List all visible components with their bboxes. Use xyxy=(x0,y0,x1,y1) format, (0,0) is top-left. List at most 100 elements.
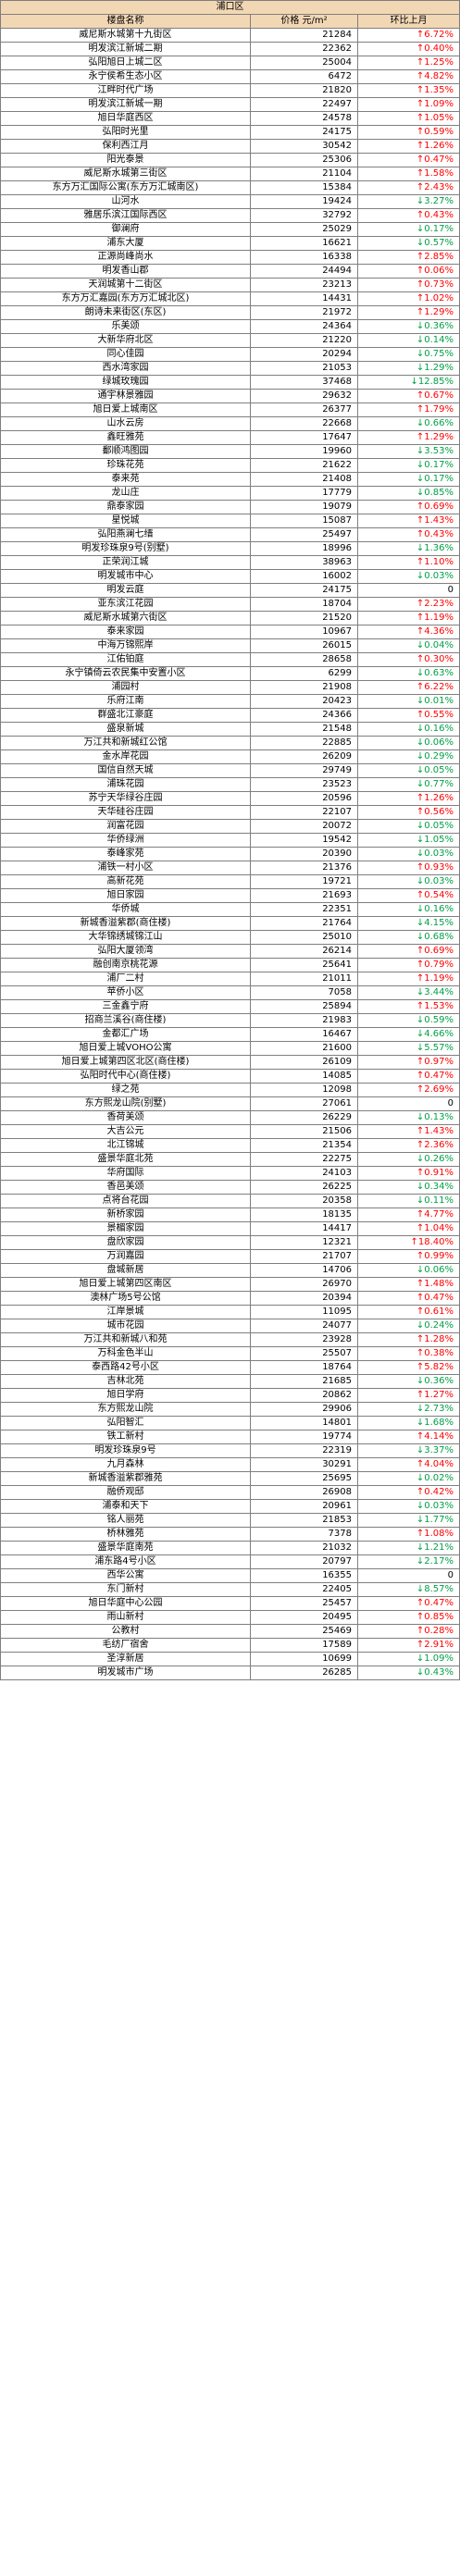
property-name-cell: 旭日华庭中心公园 xyxy=(0,1596,251,1611)
change-cell: ↓0.66% xyxy=(356,416,460,431)
change-cell: ↑0.54% xyxy=(356,888,460,903)
change-cell: ↑2.43% xyxy=(356,180,460,195)
header-price: 价格 元/m² xyxy=(250,14,358,29)
change-cell: ↓0.57% xyxy=(356,236,460,251)
change-cell: ↑1.29% xyxy=(356,430,460,445)
change-cell: ↓0.59% xyxy=(356,1013,460,1028)
price-cell: 21354 xyxy=(250,1138,358,1153)
change-cell: ↑0.43% xyxy=(356,527,460,542)
change-cell: ↓0.24% xyxy=(356,1319,460,1333)
property-name-cell: 乐美颂 xyxy=(0,319,251,334)
price-cell: 14431 xyxy=(250,291,358,306)
change-cell: ↓1.29% xyxy=(356,361,460,376)
change-cell: ↑1.10% xyxy=(356,555,460,570)
change-cell: ↑4.14% xyxy=(356,1430,460,1444)
change-cell: ↑0.69% xyxy=(356,944,460,959)
property-name-cell: 万润嘉园 xyxy=(0,1249,251,1264)
change-cell: ↑0.30% xyxy=(356,652,460,667)
table-row: 华侨城 22351 ↓0.16% xyxy=(0,902,460,917)
property-name-cell: 绿之苑 xyxy=(0,1083,251,1097)
property-name-cell: 国信自然天城 xyxy=(0,763,251,778)
change-cell: 0 xyxy=(356,1568,460,1583)
property-name-cell: 高新花苑 xyxy=(0,874,251,889)
change-cell: ↑0.06% xyxy=(356,264,460,279)
property-name-cell: 东门新村 xyxy=(0,1582,251,1597)
price-cell: 25029 xyxy=(250,222,358,237)
property-name-cell: 明发城市中心 xyxy=(0,569,251,584)
price-cell: 25695 xyxy=(250,1471,358,1486)
table-row: 金水岸花园 26209 ↓0.29% xyxy=(0,749,460,764)
change-cell: ↓0.03% xyxy=(356,847,460,861)
property-name-cell: 正荣润江城 xyxy=(0,555,251,570)
property-name-cell: 华侨城 xyxy=(0,902,251,917)
table-row: 华侨绿洲 19542 ↓1.05% xyxy=(0,833,460,848)
change-cell: ↑1.53% xyxy=(356,999,460,1014)
table-row: 九月森林 30291 ↑4.04% xyxy=(0,1457,460,1472)
property-name-cell: 吉林北苑 xyxy=(0,1374,251,1389)
change-cell: ↑4.77% xyxy=(356,1208,460,1222)
table-row: 星悦城 15087 ↑1.43% xyxy=(0,514,460,528)
price-cell: 21104 xyxy=(250,167,358,181)
table-row: 东门新村 22405 ↓8.57% xyxy=(0,1582,460,1597)
price-cell: 26109 xyxy=(250,1055,358,1070)
property-name-cell: 旭日爱上城VOHO公寓 xyxy=(0,1041,251,1056)
property-name-cell: 九月森林 xyxy=(0,1457,251,1472)
table-row: 金都汇广场 16467 ↓4.66% xyxy=(0,1027,460,1042)
change-cell: ↑1.43% xyxy=(356,1124,460,1139)
price-cell: 16621 xyxy=(250,236,358,251)
change-cell: ↑0.47% xyxy=(356,1291,460,1306)
property-name-cell: 天润城第十二街区 xyxy=(0,278,251,292)
table-row: 明发滨江新城二期 22362 ↑0.40% xyxy=(0,42,460,56)
property-name-cell: 香荷美颂 xyxy=(0,1110,251,1125)
change-cell: ↓3.27% xyxy=(356,194,460,209)
price-cell: 21408 xyxy=(250,472,358,487)
price-cell: 21707 xyxy=(250,1249,358,1264)
property-name-cell: 弘阳智汇 xyxy=(0,1416,251,1430)
table-row: 泰来苑 21408 ↓0.17% xyxy=(0,472,460,487)
price-cell: 20797 xyxy=(250,1554,358,1569)
price-cell: 12098 xyxy=(250,1083,358,1097)
price-cell: 20961 xyxy=(250,1499,358,1514)
property-name-cell: 东方万汇嘉园(东方万汇城北区) xyxy=(0,291,251,306)
price-cell: 16355 xyxy=(250,1568,358,1583)
price-cell: 18704 xyxy=(250,597,358,612)
property-name-cell: 东方熙龙山院 xyxy=(0,1402,251,1417)
change-cell: ↑0.99% xyxy=(356,1249,460,1264)
change-cell: ↓0.04% xyxy=(356,638,460,653)
change-cell: ↑0.97% xyxy=(356,1055,460,1070)
table-row: 万江共和新城红公馆 22885 ↓0.06% xyxy=(0,736,460,750)
property-name-cell: 浦泰和天下 xyxy=(0,1499,251,1514)
property-name-cell: 苏宁天华绿谷庄园 xyxy=(0,791,251,806)
table-row: 中海万锦熙岸 26015 ↓0.04% xyxy=(0,638,460,653)
change-cell: ↓0.11% xyxy=(356,1194,460,1208)
price-cell: 10967 xyxy=(250,625,358,639)
property-name-cell: 弘阳时光里 xyxy=(0,125,251,140)
table-row: 苹侨小区 7058 ↓3.44% xyxy=(0,985,460,1000)
price-cell: 27061 xyxy=(250,1096,358,1111)
price-cell: 24077 xyxy=(250,1319,358,1333)
price-cell: 22275 xyxy=(250,1152,358,1167)
price-cell: 7378 xyxy=(250,1527,358,1542)
change-cell: ↑1.43% xyxy=(356,514,460,528)
table-row: 正源尚峰尚水 16338 ↑2.85% xyxy=(0,250,460,265)
price-cell: 26015 xyxy=(250,638,358,653)
change-cell: ↑4.36% xyxy=(356,625,460,639)
price-cell: 23523 xyxy=(250,777,358,792)
table-row: 国信自然天城 29749 ↓0.05% xyxy=(0,763,460,778)
change-cell: ↑0.47% xyxy=(356,1596,460,1611)
change-cell: ↑0.55% xyxy=(356,708,460,723)
table-row: 旭日华庭中心公园 25457 ↑0.47% xyxy=(0,1596,460,1611)
table-row: 大华锦绣城锦江山 25010 ↓0.68% xyxy=(0,930,460,945)
property-name-cell: 融创南京桃花源 xyxy=(0,958,251,972)
change-cell: ↑1.48% xyxy=(356,1277,460,1292)
property-name-cell: 阳光泰景 xyxy=(0,153,251,167)
table-row: 弘阳时光里 24175 ↑0.59% xyxy=(0,125,460,140)
price-cell: 22351 xyxy=(250,902,358,917)
price-cell: 22885 xyxy=(250,736,358,750)
property-name-cell: 明发珍珠泉9号 xyxy=(0,1443,251,1458)
table-row: 大新华府北区 21220 ↓0.14% xyxy=(0,333,460,348)
property-name-cell: 江岸景城 xyxy=(0,1305,251,1319)
price-cell: 22107 xyxy=(250,805,358,820)
property-name-cell: 点将台花园 xyxy=(0,1194,251,1208)
table-row: 明发云庭 24175 0 xyxy=(0,583,460,598)
